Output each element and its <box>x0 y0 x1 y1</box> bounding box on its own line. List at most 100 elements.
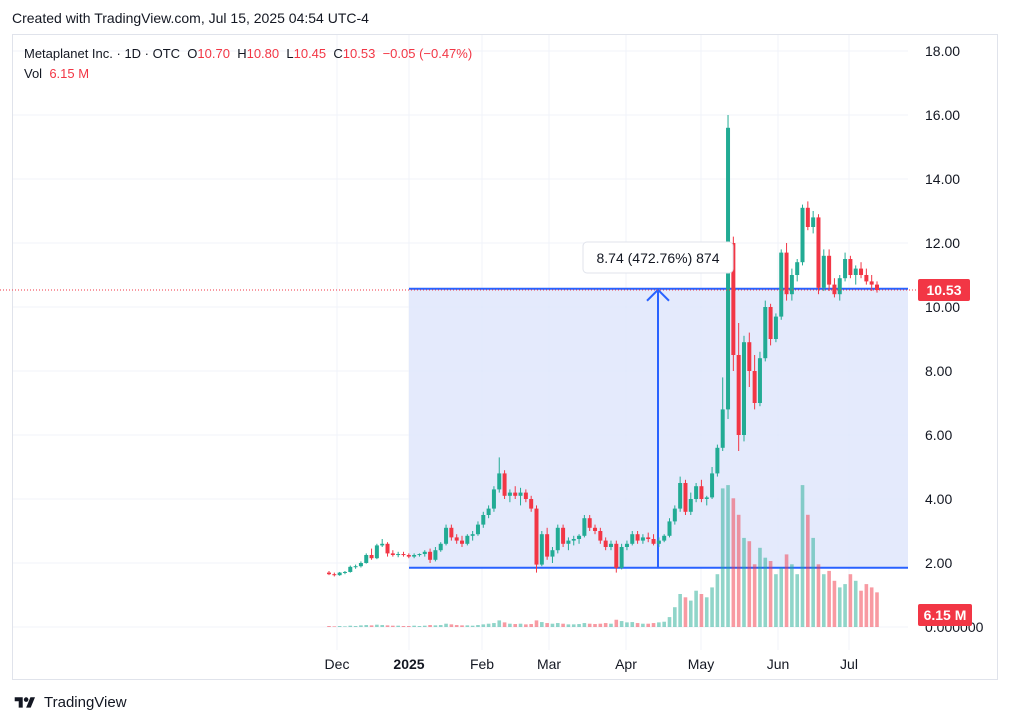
time-tick-label: May <box>688 656 714 672</box>
volume-bar <box>465 625 470 627</box>
volume-bar <box>348 625 353 627</box>
volume-bar <box>864 584 869 627</box>
volume-bar <box>337 626 342 627</box>
volume-bar <box>555 623 560 627</box>
volume-bar <box>540 622 544 627</box>
candle-body <box>752 371 757 403</box>
volume-bar <box>422 625 427 627</box>
close-label: C <box>333 46 343 61</box>
volume-bar <box>561 623 565 627</box>
candle-body <box>651 539 656 544</box>
measure-tool <box>409 287 908 569</box>
candle-body <box>741 342 746 435</box>
volume-bar <box>774 574 778 627</box>
candle <box>582 515 587 538</box>
candle-body <box>396 554 401 556</box>
candle <box>646 532 651 543</box>
price-tick-label: 12.00 <box>925 235 960 251</box>
high-value: 10.80 <box>246 46 280 61</box>
candle <box>635 531 640 544</box>
candle-body <box>374 545 379 559</box>
volume-bar <box>821 574 826 627</box>
candle-body <box>438 543 443 551</box>
candle <box>656 537 661 547</box>
candle-body <box>598 531 603 541</box>
candle-body <box>433 550 438 560</box>
candle-body <box>805 207 810 227</box>
time-axis: Dec 2025 Feb Mar Apr May Jun Jul <box>325 656 858 672</box>
price-tick-label: 16.00 <box>925 107 960 123</box>
tradingview-footer[interactable]: TradingView <box>12 694 127 711</box>
candle-body <box>417 554 422 556</box>
volume-bar <box>598 623 603 627</box>
candle <box>672 505 677 525</box>
candle <box>380 539 385 547</box>
candle <box>587 515 592 531</box>
volume-bar <box>534 620 539 627</box>
volume-bar <box>444 623 448 627</box>
candle <box>827 249 832 291</box>
candle <box>534 505 539 573</box>
volume-bar <box>497 620 502 627</box>
volume-bar <box>385 625 390 627</box>
volume-label: Vol <box>24 66 43 81</box>
candle <box>630 531 635 546</box>
candle-body <box>603 540 608 547</box>
candle-body <box>656 540 661 544</box>
measure-label: 8.74 (472.76%) 874 <box>582 241 734 274</box>
candle-body <box>816 217 821 288</box>
candle-body <box>848 259 853 275</box>
volume-bar <box>630 622 635 627</box>
candle-body <box>678 483 683 509</box>
candle <box>651 534 656 546</box>
created-with-label: Created with TradingView.com, Jul 15, 20… <box>12 10 369 26</box>
volume-bar <box>401 626 406 627</box>
candle-body <box>763 307 768 359</box>
candle-body <box>529 499 534 509</box>
close-value: 10.53 <box>342 46 376 61</box>
candle <box>475 521 480 536</box>
candle <box>859 262 864 279</box>
volume-bar <box>438 625 443 627</box>
candle <box>853 265 858 285</box>
candle <box>396 551 401 558</box>
chart-frame <box>12 34 998 680</box>
candle-body <box>789 275 794 295</box>
volume-bar <box>476 625 480 627</box>
volume-bar <box>715 574 720 627</box>
candle <box>773 313 778 343</box>
candle-body <box>401 554 406 556</box>
volume-bar <box>635 623 640 627</box>
volume-bar <box>508 623 512 627</box>
footer-brand: TradingView <box>44 694 127 711</box>
candle-body <box>624 543 629 547</box>
candle-body <box>779 252 784 317</box>
volume-bar <box>566 624 571 627</box>
candle-body <box>720 409 725 448</box>
volume-bar <box>673 607 677 627</box>
volume-bar <box>412 625 416 627</box>
candle <box>491 486 496 512</box>
volume-bar <box>593 624 597 627</box>
volume-bar <box>806 514 810 627</box>
candle-body <box>502 473 507 496</box>
last-volume-badge <box>918 604 972 626</box>
candle <box>837 275 842 301</box>
candle-body <box>497 473 502 490</box>
candle <box>449 524 454 541</box>
candle <box>444 524 449 546</box>
candle <box>332 572 337 577</box>
candle <box>667 518 672 538</box>
last-volume-label: 6.15 M <box>924 607 967 623</box>
candle <box>486 505 491 519</box>
candle-body <box>518 492 523 496</box>
volume-bar <box>428 625 432 627</box>
symbol-info: Metaplanet Inc. · 1D · OTC <box>24 46 181 61</box>
candle <box>454 534 459 544</box>
candle-body <box>555 527 560 551</box>
candle <box>460 535 465 547</box>
candle <box>875 281 879 293</box>
candle <box>539 531 544 567</box>
low-label: L <box>286 46 294 61</box>
